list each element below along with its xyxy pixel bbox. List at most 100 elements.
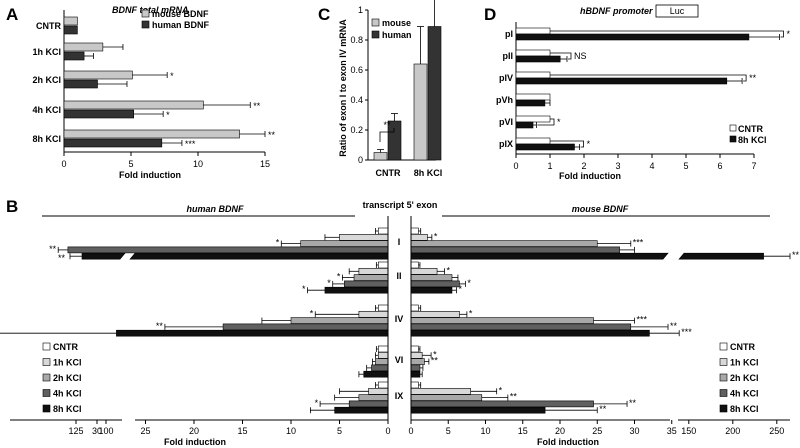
category-label: pIX: [499, 139, 513, 149]
x-tick-label: 6: [717, 161, 722, 171]
significance-marker: *: [467, 278, 471, 288]
significance-bracket: [550, 74, 747, 82]
significance-marker: *: [315, 398, 319, 408]
x-tick-label: 250: [769, 426, 784, 436]
significance-marker: *: [310, 308, 314, 318]
x-axis-label-human: Fold induction: [164, 437, 226, 447]
x-tick-label: 20: [189, 426, 199, 436]
legend-swatch: [729, 135, 737, 143]
category-label: 2h KCl: [32, 75, 61, 85]
bar-human-2h-kcl: [353, 274, 389, 281]
bar-human-1h-kcl: [339, 234, 389, 241]
bar-human-cntr: [377, 304, 389, 312]
significance-marker: *: [447, 265, 451, 275]
significance-marker: *: [276, 238, 280, 248]
exon-label: IV: [395, 314, 404, 324]
bar-mouse-cntr: [410, 261, 419, 269]
bar-human: [63, 138, 163, 148]
bar-mouse-cntr: [410, 345, 419, 353]
bar-mouse-2h-kcl: [410, 240, 598, 247]
legend-label-right: 4h KCl: [730, 389, 759, 399]
exon-label: I: [398, 237, 401, 247]
significance-marker: **: [749, 73, 757, 83]
legend-swatch-left: [42, 358, 51, 366]
bar-mouse-8h-kcl: [410, 329, 650, 337]
significance-marker: *: [787, 29, 791, 39]
bar-human-8h-kcl: [363, 370, 389, 378]
bar-cntr: [515, 71, 551, 79]
legend-label: human: [382, 30, 412, 40]
x-tick-label: 200: [725, 426, 740, 436]
significance-marker: **: [599, 404, 607, 414]
x-tick-label: 1: [547, 161, 552, 171]
bar-human: [63, 79, 98, 89]
legend-swatch-left: [42, 389, 51, 397]
bar-human-1h-kcl: [358, 310, 389, 318]
legend-label: CNTR: [738, 124, 763, 134]
bar-8h-kcl: [515, 33, 750, 41]
x-tick-label: 5: [128, 159, 133, 169]
legend-swatch-left: [42, 404, 51, 413]
legend-label-right: 8h KCl: [730, 404, 759, 414]
bar-human-1h-kcl: [377, 351, 389, 359]
x-tick-label: 15: [518, 426, 528, 436]
significance-marker: NS: [574, 51, 587, 61]
x-tick-label: 7: [751, 161, 756, 171]
significance-marker: *: [166, 110, 170, 120]
legend-label: mouse: [382, 18, 411, 28]
bar-8h-kcl: [515, 55, 561, 63]
x-tick-label: 10: [193, 159, 203, 169]
bar-mouse-1h-kcl: [410, 310, 460, 318]
x-tick-label: 100: [98, 426, 113, 436]
significance-marker: **: [58, 253, 66, 263]
bar-human-4h-kcl: [371, 364, 389, 372]
legend-swatch-left: [42, 373, 51, 382]
significance-marker: *: [469, 308, 473, 318]
bar-mouse: [413, 63, 428, 161]
bar-human-2h-kcl: [300, 240, 389, 247]
x-axis-label: Fold induction: [559, 171, 621, 181]
bar-8h-kcl: [515, 121, 534, 129]
significance-bracket: [379, 128, 395, 142]
legend-label: human BDNF: [152, 20, 209, 30]
bar-mouse-2h-kcl: [410, 274, 453, 281]
y-tick-label: 0.8: [350, 35, 363, 45]
x-tick-label: 125: [68, 426, 83, 436]
significance-marker: *: [499, 385, 503, 395]
x-tick-label: 20: [555, 426, 565, 436]
legend-label-right: CNTR: [730, 342, 755, 352]
bar-mouse-1h-kcl: [410, 351, 423, 359]
significance-marker: ***: [633, 238, 644, 248]
bar-human: [63, 51, 85, 61]
significance-marker: *: [302, 284, 306, 294]
significance-marker: *: [434, 231, 438, 241]
category-label: pVh: [496, 95, 513, 105]
significance-marker: ***: [681, 327, 692, 337]
x-tick-label: 15: [260, 159, 270, 169]
significance-marker: ***: [637, 315, 648, 325]
x-tick-label: 0: [61, 159, 66, 169]
luc-label: Luc: [670, 6, 685, 16]
bar-human-cntr: [377, 345, 389, 353]
panel-label-d: D: [484, 5, 496, 24]
exon-label: VI: [395, 355, 404, 365]
bar-human-cntr: [377, 261, 389, 269]
x-tick-label: 0: [408, 426, 413, 436]
legend-label-right: 2h KCl: [730, 373, 759, 383]
legend-label: 8h KCl: [738, 135, 767, 145]
significance-marker: **: [156, 321, 164, 331]
bar-cntr: [515, 137, 551, 145]
bar-human-2h-kcl: [358, 394, 389, 401]
bar-mouse-4h-kcl: [410, 280, 460, 288]
y-tick-label: 0.2: [350, 125, 363, 135]
legend-label-left: 8h KCl: [53, 404, 82, 414]
legend-swatch: [141, 20, 150, 29]
bar-human: [63, 109, 134, 119]
bar-mouse: [63, 42, 104, 52]
luc-box: [655, 4, 699, 18]
legend-swatch-right: [719, 358, 728, 366]
center-title: transcript 5' exon: [363, 200, 438, 210]
y-tick-label: 0.6: [350, 65, 363, 75]
legend-label-left: CNTR: [53, 342, 78, 352]
